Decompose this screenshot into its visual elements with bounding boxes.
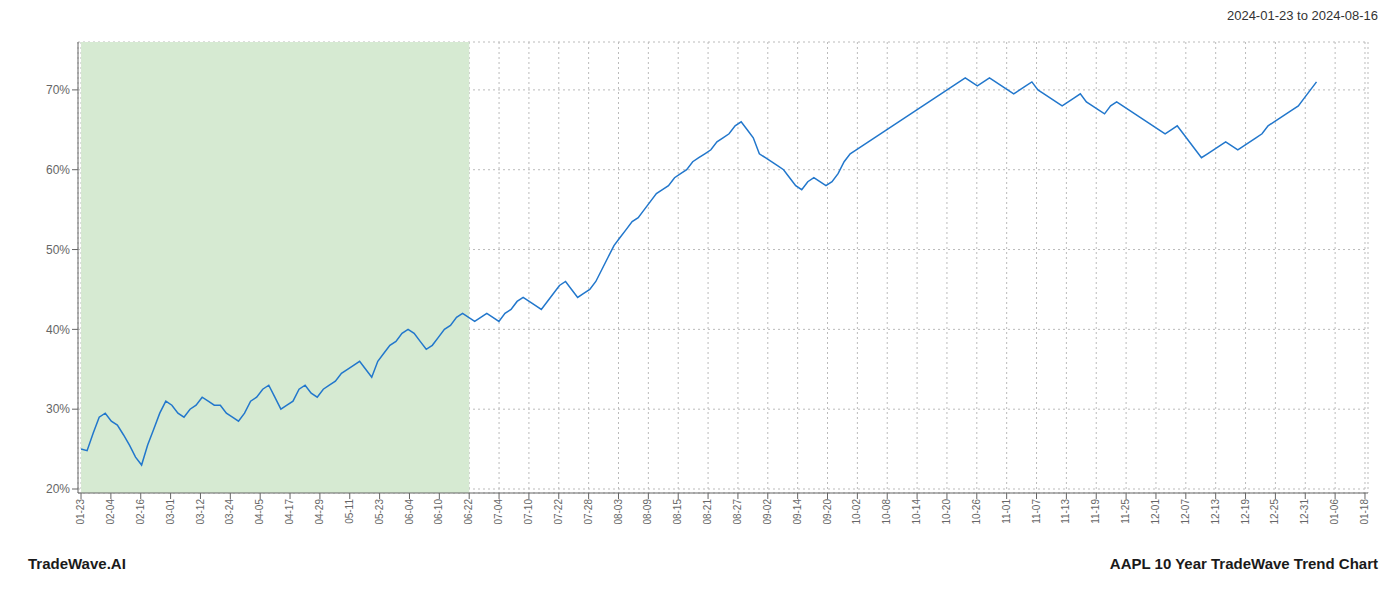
- svg-text:09-02: 09-02: [762, 499, 773, 525]
- svg-text:12-01: 12-01: [1150, 499, 1161, 525]
- svg-text:10-26: 10-26: [971, 499, 982, 525]
- html-text:2024-01-23 to 2024-08-16: 2024-01-23 to 2024-08-16: [1226, 8, 1378, 23]
- svg-text:05-23: 05-23: [374, 499, 385, 525]
- svg-text:30%: 30%: [46, 402, 70, 416]
- svg-text:03-12: 03-12: [195, 499, 206, 525]
- svg-text:01-06: 01-06: [1329, 499, 1340, 525]
- svg-text:08-03: 08-03: [613, 499, 624, 525]
- svg-text:12-07: 12-07: [1180, 499, 1191, 525]
- svg-text:07-10: 07-10: [523, 499, 534, 525]
- svg-text:07-04: 07-04: [493, 499, 504, 525]
- svg-text:20%: 20%: [46, 482, 70, 496]
- svg-text:10-08: 10-08: [881, 499, 892, 525]
- html-text:AAPL 10 Year TradeWave Trend C: AAPL 10 Year TradeWave Trend Chart: [1109, 554, 1378, 572]
- svg-text:03-01: 03-01: [165, 499, 176, 525]
- svg-text:12-31: 12-31: [1299, 499, 1310, 525]
- svg-text:06-22: 06-22: [463, 499, 474, 525]
- html-text:TradeWave.AI: TradeWave.AI: [28, 554, 126, 572]
- svg-text:03-24: 03-24: [224, 499, 235, 525]
- svg-text:10-02: 10-02: [851, 499, 862, 525]
- svg-text:04-17: 04-17: [284, 499, 295, 525]
- svg-text:12-13: 12-13: [1210, 499, 1221, 525]
- svg-text:11-13: 11-13: [1060, 499, 1071, 524]
- svg-text:11-25: 11-25: [1120, 499, 1131, 524]
- svg-text:11-01: 11-01: [1001, 499, 1012, 524]
- svg-text:02-16: 02-16: [135, 499, 146, 525]
- svg-text:11-19: 11-19: [1090, 499, 1101, 524]
- svg-text:02-04: 02-04: [105, 499, 116, 525]
- svg-text:04-29: 04-29: [314, 499, 325, 525]
- svg-text:12-19: 12-19: [1240, 499, 1251, 525]
- svg-text:60%: 60%: [46, 163, 70, 177]
- svg-text:10-14: 10-14: [911, 499, 922, 525]
- svg-text:50%: 50%: [46, 243, 70, 257]
- svg-text:08-09: 08-09: [642, 499, 653, 525]
- svg-text:05-11: 05-11: [344, 499, 355, 524]
- svg-text:70%: 70%: [46, 83, 70, 97]
- svg-text:08-27: 08-27: [732, 499, 743, 525]
- svg-text:08-21: 08-21: [702, 499, 713, 525]
- svg-text:07-28: 07-28: [583, 499, 594, 525]
- svg-text:06-10: 06-10: [433, 499, 444, 525]
- svg-text:08-15: 08-15: [672, 499, 683, 525]
- svg-text:04-05: 04-05: [254, 499, 265, 525]
- svg-text:12-25: 12-25: [1269, 499, 1280, 525]
- svg-text:01-18: 01-18: [1359, 499, 1370, 525]
- svg-text:09-14: 09-14: [792, 499, 803, 525]
- svg-text:40%: 40%: [46, 323, 70, 337]
- svg-text:07-22: 07-22: [553, 499, 564, 525]
- svg-text:06-04: 06-04: [404, 499, 415, 525]
- svg-text:11-07: 11-07: [1031, 499, 1042, 524]
- svg-text:01-23: 01-23: [75, 499, 86, 525]
- svg-text:09-20: 09-20: [822, 499, 833, 525]
- svg-text:10-20: 10-20: [941, 499, 952, 525]
